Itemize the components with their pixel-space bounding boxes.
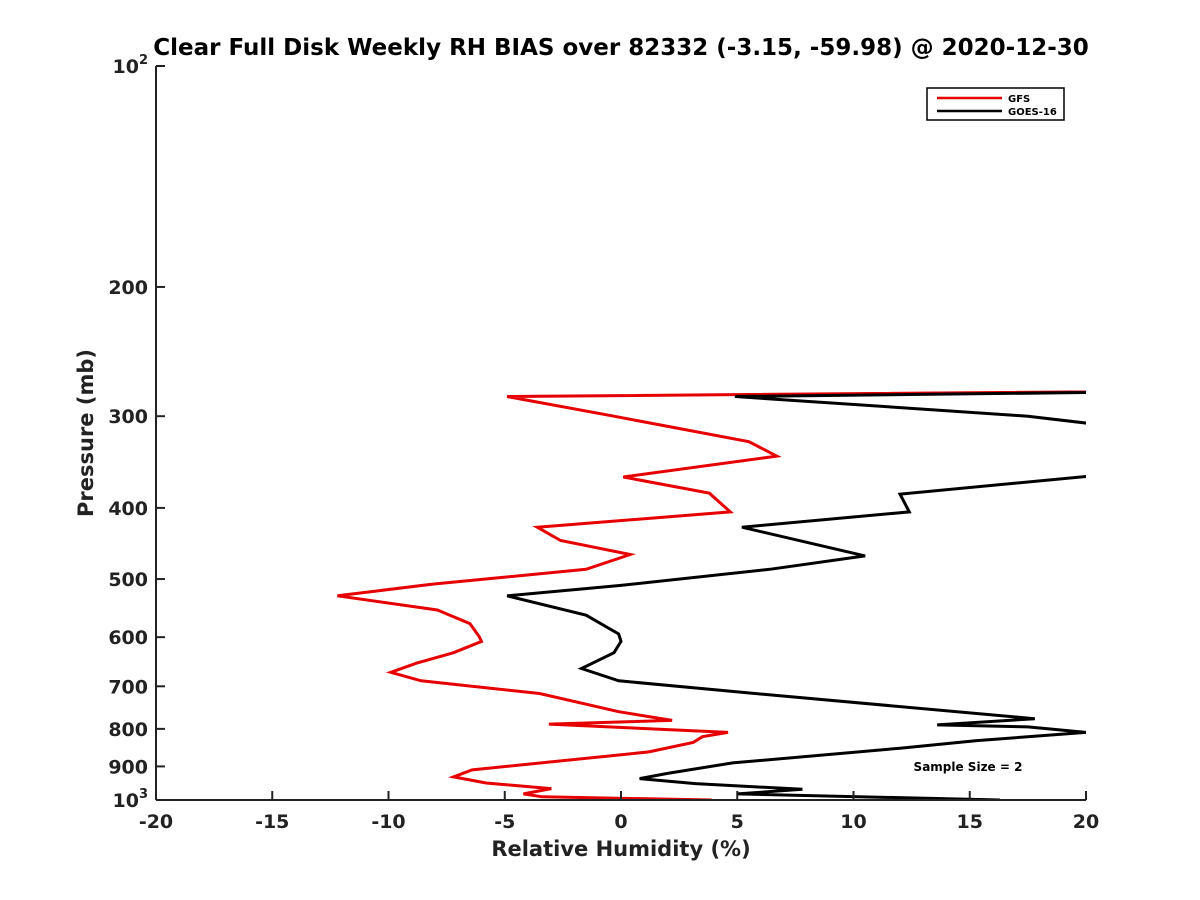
y-tick-label: 800: [108, 719, 148, 741]
x-axis-label: Relative Humidity (%): [491, 837, 750, 861]
x-tick-label: -5: [494, 811, 515, 833]
y-tick-label: 900: [108, 756, 148, 778]
x-tick-label: -10: [371, 811, 405, 833]
x-tick-label: 10: [840, 811, 866, 833]
x-tick-label: 15: [957, 811, 983, 833]
x-tick-label: 0: [614, 811, 627, 833]
y-tick-label: 200: [108, 277, 148, 299]
x-tick-label: 5: [731, 811, 744, 833]
legend-box: [926, 87, 1065, 121]
x-tick-label: -15: [255, 811, 289, 833]
y-tick-label: 500: [108, 569, 148, 591]
x-tick-label: 20: [1073, 811, 1099, 833]
y-tick-label: 103: [113, 787, 149, 812]
y-axis-ticks: 102 200 300 400 500 600 700 800 900 103: [108, 53, 165, 812]
y-tick-label: 700: [108, 676, 148, 698]
legend: GFS GOES-16: [926, 87, 1065, 121]
sample-size-annotation: Sample Size = 2: [914, 760, 1023, 774]
y-tick-label: 102: [113, 53, 149, 78]
y-axis-label: Pressure (mb): [74, 349, 98, 517]
series-line-gfs: [337, 390, 1086, 800]
y-tick-label: 300: [108, 406, 148, 428]
series-line-goes-16: [506, 391, 1086, 800]
legend-label: GOES-16: [1008, 107, 1057, 118]
x-axis-ticks: -20 -15 -10 -5 0 5 10 15 20: [139, 791, 1099, 833]
series-layer: [337, 390, 1086, 800]
y-tick-label: 600: [108, 627, 148, 649]
chart-title: Clear Full Disk Weekly RH BIAS over 8233…: [153, 35, 1089, 61]
y-tick-label: 400: [108, 498, 148, 520]
x-tick-label: -20: [139, 811, 173, 833]
legend-label: GFS: [1008, 94, 1030, 105]
